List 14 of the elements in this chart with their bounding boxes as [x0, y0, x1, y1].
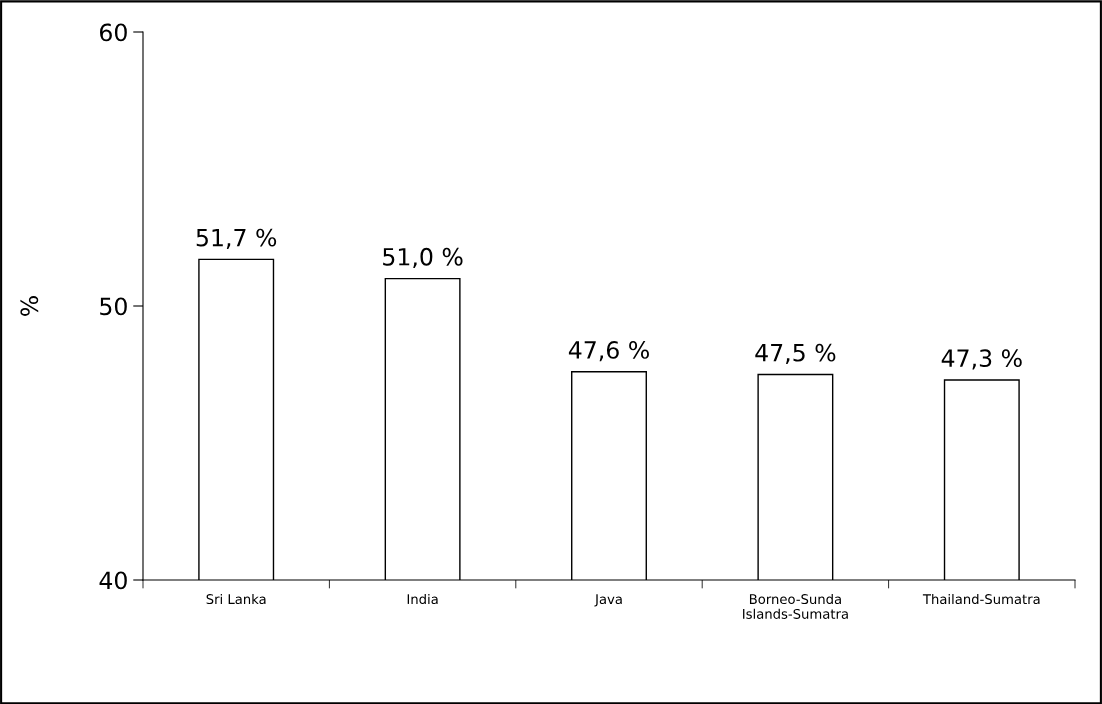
- x-tick-label: Sri Lanka: [206, 593, 266, 605]
- data-label: 51,7 %: [196, 228, 277, 249]
- x-tick-label: Java: [594, 594, 622, 607]
- y-tick-label: 50: [100, 297, 127, 316]
- data-label: 47,3 %: [941, 349, 1022, 370]
- data-label: 47,6 %: [568, 340, 649, 362]
- y-tick-label: 60: [100, 23, 127, 42]
- data-label: 47,5 %: [755, 343, 836, 364]
- y-tick-label: 40: [99, 571, 127, 590]
- x-tick-label: Borneo-Sunda Islands-Sumatra: [743, 593, 848, 619]
- y-axis-title: %: [20, 296, 39, 316]
- x-tick-label: Thailand-Sumatra: [922, 593, 1040, 605]
- data-label: 51,0 %: [383, 247, 463, 269]
- x-tick-label: India: [407, 593, 438, 605]
